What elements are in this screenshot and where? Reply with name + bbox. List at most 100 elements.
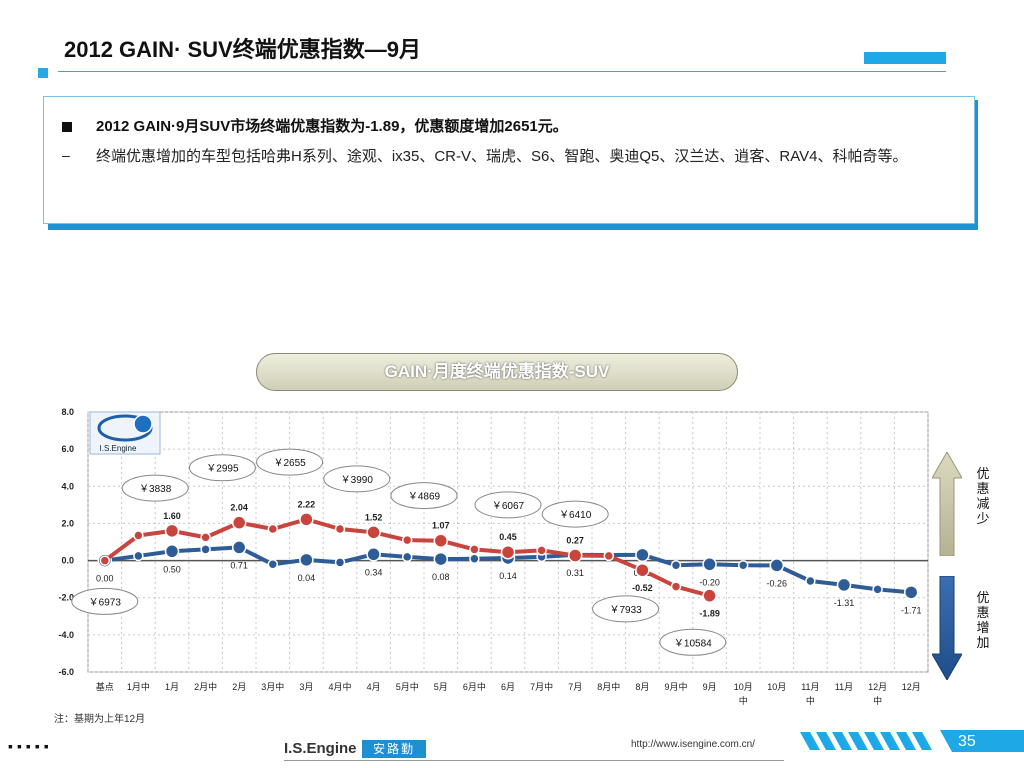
data-label: 1.52	[365, 512, 383, 522]
x-tick-label: 5月中	[396, 681, 419, 692]
y-tick-label: 4.0	[61, 481, 74, 491]
series-point-2	[536, 545, 547, 556]
data-label: 0.04	[298, 573, 316, 583]
x-tick-label: 8月	[635, 682, 649, 692]
series-point-1	[366, 547, 381, 562]
x-tick-label: 基点	[96, 681, 114, 692]
x-tick-label: 2月中	[194, 681, 217, 692]
x-tick-label: 11月	[801, 682, 819, 692]
callout-amount: ￥6410	[559, 510, 592, 521]
callout-amount: ￥10584	[674, 638, 712, 649]
series-point-2	[231, 515, 247, 530]
title-square-decoration	[38, 68, 48, 78]
data-label: -1.71	[901, 605, 922, 615]
x-tick-label: 3月	[299, 682, 313, 692]
x-tick-label: 12月	[902, 682, 921, 692]
x-tick-label: 9月	[703, 682, 717, 692]
series-point-1	[903, 585, 919, 600]
series-point-1	[737, 559, 749, 571]
logo-caption: I.S.Engine	[100, 444, 137, 453]
x-tick-label: 6月	[501, 682, 515, 692]
series-point-2	[702, 588, 717, 603]
data-label: -1.31	[834, 598, 855, 608]
y-tick-label: 2.0	[61, 518, 74, 528]
x-tick-label: 4月	[367, 682, 381, 692]
x-tick-label: 6月中	[463, 681, 486, 692]
side-label-decrease: 优惠减少	[976, 466, 990, 526]
x-tick-label: 2月	[232, 682, 246, 692]
square-bullet-icon	[62, 117, 96, 137]
series-point-1	[133, 550, 144, 562]
callout-amount: ￥6067	[492, 501, 525, 512]
side-label-increase: 优惠增加	[976, 590, 990, 650]
y-tick-label: 0.0	[61, 556, 74, 566]
data-label: 0.50	[163, 564, 181, 574]
data-label: 0.27	[566, 536, 584, 546]
callout-amount: ￥3990	[341, 475, 374, 486]
callout-amount: ￥2655	[273, 458, 306, 469]
data-label: 0.34	[365, 567, 383, 577]
chart-title-pill: GAIN·月度终端优惠指数-SUV	[256, 353, 738, 391]
series-point-1	[299, 552, 314, 568]
callout-amount: ￥6973	[89, 597, 122, 608]
data-label: 0.71	[230, 560, 248, 570]
callout-amount: ￥3838	[139, 484, 172, 495]
summary-box: 2012 GAIN·9月SUV市场终端优惠指数为-1.89，优惠额度增加2651…	[43, 96, 975, 224]
summary-bullet-main: 2012 GAIN·9月SUV市场终端优惠指数为-1.89，优惠额度增加2651…	[62, 117, 950, 137]
x-tick-label-line2: 中	[739, 695, 748, 706]
data-label: 0.31	[566, 568, 584, 578]
x-tick-label: 8月中	[597, 681, 620, 692]
title-divider	[58, 71, 946, 72]
series-point-2	[401, 534, 413, 546]
arrow-up-icon	[932, 452, 962, 556]
data-label: 2.22	[298, 499, 316, 509]
footer-url[interactable]: http://www.isengine.com.cn/	[631, 739, 755, 750]
data-label: -0.52	[632, 583, 653, 593]
x-tick-label: 12月	[868, 682, 887, 692]
index-line-chart: 8.0 6.0 4.0 2.0 0.0 -2.0 -4.0 -6.0 基点 1月中 1月 2月中 2月 3…	[58, 407, 929, 706]
series-point-1	[469, 553, 480, 564]
callout-bubble	[474, 491, 542, 519]
series-point-1	[769, 558, 785, 573]
x-tick-label: 10月	[734, 682, 753, 692]
series-point-2	[267, 523, 279, 535]
data-label: -0.26	[767, 578, 788, 588]
series-point-1	[635, 547, 650, 563]
callout-bubble	[256, 448, 324, 476]
x-tick-label: 5月	[434, 682, 448, 692]
series-point-2	[366, 525, 381, 540]
callout-bubble	[659, 628, 727, 656]
arrow-down-icon	[932, 576, 962, 680]
page-number: 35	[958, 733, 976, 750]
footer-dots: ▪▪▪▪▪	[8, 738, 53, 754]
footer-stripe-band	[780, 730, 1024, 752]
callout-bubble	[121, 474, 189, 502]
callout-bubble	[541, 500, 609, 528]
footer-divider	[284, 760, 784, 761]
y-tick-label: -2.0	[58, 593, 74, 603]
series-point-2	[334, 523, 346, 535]
series-point-2	[567, 548, 583, 563]
dash-bullet: –	[62, 147, 70, 163]
data-label: 0.45	[499, 532, 517, 542]
series-point-2	[133, 530, 144, 541]
data-label: 2.04	[230, 503, 248, 513]
series-point-2	[469, 544, 480, 555]
callout-bubble	[71, 587, 139, 615]
x-tick-label: 3月中	[261, 681, 284, 692]
data-label: 1.60	[163, 511, 181, 521]
series-point-2	[299, 512, 314, 527]
x-tick-label: 1月	[165, 682, 179, 692]
data-label: -0.20	[699, 577, 720, 587]
y-tick-label: -4.0	[58, 630, 74, 640]
series-point-1	[872, 584, 883, 595]
callout-amount: ￥7933	[609, 605, 642, 616]
x-tick-label-line2: 中	[873, 695, 882, 706]
logo-i-icon	[133, 414, 153, 434]
x-tick-label-line2: 中	[806, 695, 815, 706]
x-tick-label: 1月中	[127, 681, 150, 692]
series-point-1	[836, 577, 852, 593]
callout-bubble	[188, 454, 256, 482]
x-tick-label: 11月	[835, 682, 853, 692]
x-tick-label: 7月	[568, 682, 582, 692]
